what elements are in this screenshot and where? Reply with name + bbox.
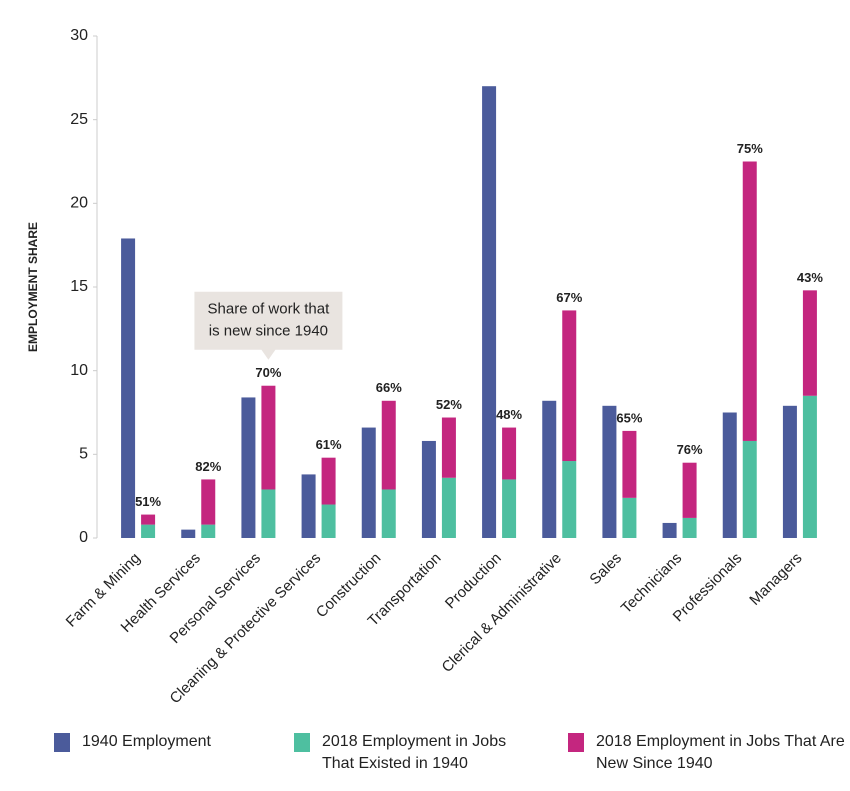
bar-segment [441, 417, 456, 478]
bar [722, 412, 737, 538]
bar-segment [261, 489, 276, 538]
bar-segment [502, 479, 517, 538]
bar-segment [381, 400, 396, 490]
y-axis-label: EMPLOYMENT SHARE [26, 222, 40, 352]
bar [121, 238, 136, 538]
annotation-box [194, 291, 343, 360]
bar-segment [742, 161, 757, 441]
data-label: 43% [797, 270, 823, 285]
bar-segment [802, 395, 817, 538]
bar [482, 86, 497, 538]
bar-segment [261, 385, 276, 490]
bar [782, 405, 797, 538]
y-tick-label: 15 [70, 278, 88, 295]
legend-item: 2018 Employment in Jobs That Are New Sin… [568, 731, 846, 775]
annotation: Share of work that is new since 1940 [194, 291, 343, 360]
y-tick-label: 30 [70, 27, 88, 44]
bar [301, 474, 316, 538]
data-label: 67% [556, 290, 582, 305]
annotation-text: is new since 1940 [209, 323, 328, 340]
legend-swatch [54, 733, 70, 752]
bar-segment [802, 290, 817, 396]
legend-label: 2018 Employment in Jobs That Existed in … [322, 733, 507, 772]
x-tick-label: Production [442, 550, 505, 613]
data-label: 66% [376, 380, 402, 395]
data-label: 51% [135, 494, 161, 509]
legend-label: 1940 Employment [82, 733, 211, 750]
legend-swatch [294, 733, 310, 752]
bar-segment [682, 462, 697, 518]
data-label: 82% [195, 459, 221, 474]
bar-segment [622, 430, 637, 498]
bar-segment [321, 504, 336, 538]
bar [181, 529, 196, 538]
bar-segment [441, 477, 456, 538]
bar [421, 440, 436, 538]
y-tick-label: 10 [70, 362, 88, 379]
y-tick-label: 0 [79, 529, 88, 546]
data-label: 65% [616, 410, 642, 425]
data-label: 76% [677, 442, 703, 457]
bar-segment [562, 461, 577, 538]
bar-segment [141, 514, 156, 525]
annotation-text: Share of work that [208, 301, 331, 318]
bar [241, 397, 256, 538]
y-tick-label: 20 [70, 195, 88, 212]
data-label: 48% [496, 407, 522, 422]
bar-segment [502, 427, 517, 480]
x-tick-label: Sales [586, 550, 625, 589]
bar-segment [622, 497, 637, 538]
x-tick-label: Clerical & Administrative [439, 550, 565, 676]
data-label: 70% [255, 365, 281, 380]
data-label: 52% [436, 397, 462, 412]
bar-segment [201, 524, 216, 538]
bar [662, 522, 677, 538]
data-label: 61% [316, 437, 342, 452]
legend-label: 2018 Employment in Jobs That Are New Sin… [596, 733, 845, 772]
bar-segment [562, 310, 577, 462]
y-tick-label: 5 [79, 446, 88, 463]
y-tick-label: 25 [70, 111, 88, 128]
data-label: 75% [737, 141, 763, 156]
legend-item: 1940 Employment [54, 731, 282, 753]
legend-item: 2018 Employment in Jobs That Existed in … [294, 731, 537, 775]
bar-segment [682, 517, 697, 538]
x-tick-label: Managers [746, 550, 805, 609]
bar [602, 405, 617, 538]
bar-segment [742, 440, 757, 538]
legend-swatch [568, 733, 584, 752]
bar [542, 400, 557, 538]
bar-segment [201, 479, 216, 525]
bar [361, 427, 376, 538]
bar-segment [321, 457, 336, 505]
bar-segment [381, 489, 396, 538]
bar-segment [141, 524, 156, 538]
